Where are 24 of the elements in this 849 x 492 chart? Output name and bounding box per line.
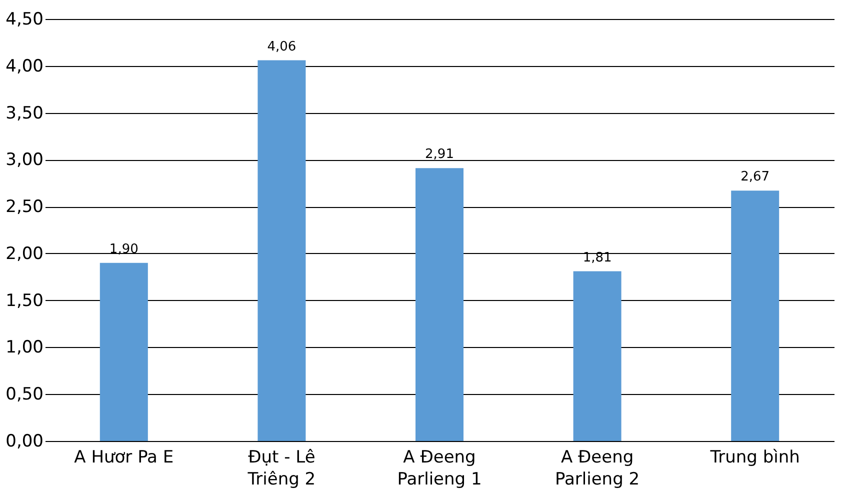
x-tick-label: Đụt - Lê Triêng 2 [246,448,316,490]
y-tick-label: 0,50 [6,384,44,405]
y-tick-label: 1,00 [6,338,44,358]
data-label: 4,06 [267,39,296,54]
bar [258,60,306,441]
y-tick-label: 0,00 [6,432,44,452]
bar [573,271,622,441]
y-tick-label: 3,50 [6,103,44,124]
data-label: 2,67 [740,170,770,185]
y-tick-label: 3,00 [6,150,44,170]
bar [416,168,464,441]
x-tick-label: A Đeeng Parlieng 1 [397,448,482,490]
y-tick-label: 2,50 [6,197,44,218]
data-label: 2,91 [425,147,454,162]
y-tick-label: 4,00 [6,56,44,76]
y-tick-label: 4,50 [6,10,44,30]
x-tick-label: A Đeeng Parlieng 2 [555,448,640,490]
bar [731,190,780,441]
x-tick-label: Trung bình [709,448,800,468]
y-tick-label: 1,50 [6,290,44,311]
x-tick-label: A Hươr Pa E [74,448,174,468]
data-label: 1,90 [109,242,138,257]
y-tick-label: 2,00 [6,244,44,264]
bar [100,262,148,441]
